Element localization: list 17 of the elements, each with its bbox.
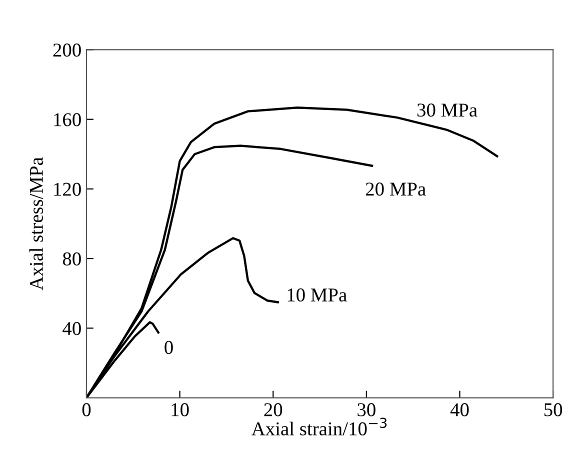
y-tick-label: 120 [54, 182, 81, 196]
series-label: 20 MPa [366, 182, 426, 196]
series-label: 10 MPa [288, 288, 347, 302]
y-tick-label: 80 [62, 252, 81, 266]
x-tick-label: 40 [450, 403, 469, 416]
x-tick-label: 0 [82, 403, 91, 416]
y-axis-title: Axial stress/MPa [29, 157, 43, 290]
x-tick-label: 20 [264, 403, 282, 416]
x-axis-title: Axial strain/10$^{−3}$ [252, 418, 387, 436]
series-label: 30 MPa [417, 104, 478, 117]
x-tick-label: 30 [358, 403, 376, 416]
series-label: 0 [164, 340, 173, 354]
y-tick-label: 40 [62, 322, 81, 336]
y-tick-label: 160 [54, 113, 81, 126]
y-tick-label: 200 [53, 44, 81, 57]
x-tick-label: 10 [172, 403, 189, 416]
x-tick-label: 50 [544, 403, 562, 416]
